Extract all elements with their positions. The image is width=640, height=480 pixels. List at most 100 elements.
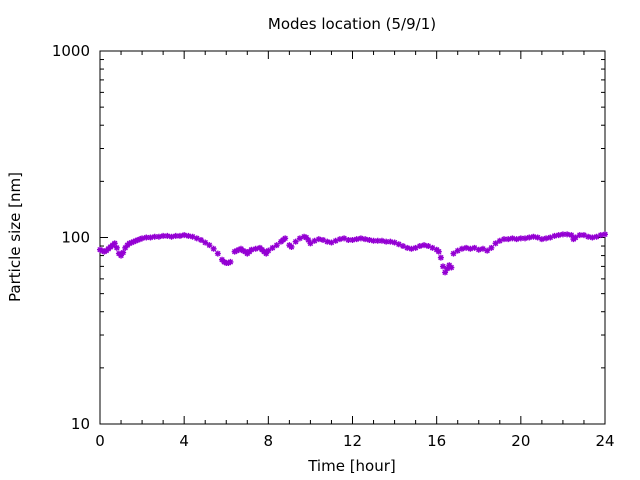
data-point [353,236,360,243]
data-point [517,235,524,242]
data-point [454,247,461,254]
data-point [288,243,295,250]
data-point [442,269,449,276]
data-point [383,238,390,245]
data-point [526,234,533,241]
data-point [362,236,369,243]
data-point [450,250,457,257]
data-point [387,238,394,245]
data-point [501,236,507,243]
data-point [227,258,234,265]
data-point [101,248,108,255]
data-point [172,232,179,239]
data-point [336,236,343,243]
data-point [492,240,499,247]
data-point [265,247,272,254]
data-point [593,233,600,240]
data-point [111,240,118,247]
data-point [296,235,303,242]
data-point [332,237,339,244]
y-tick-label: 1000 [52,42,90,60]
data-point [589,234,596,241]
data-point [189,233,196,240]
data-point [221,258,228,265]
data-point [151,233,158,240]
data-point [341,235,348,242]
data-point [475,246,482,253]
data-point [345,236,352,243]
x-tick-label: 20 [511,432,530,450]
data-point [282,235,289,242]
data-point [564,231,571,238]
data-point [467,245,474,252]
y-tick-label: 10 [71,415,90,433]
data-point [252,245,259,252]
data-point [120,249,127,256]
data-point [315,236,322,243]
data-point [488,244,495,251]
data-point [444,265,451,272]
data-point [580,232,587,239]
data-point [534,234,541,241]
data-point [484,247,491,254]
data-point [328,239,335,246]
data-point [122,244,129,251]
x-tick-label: 16 [427,432,446,450]
data-point [206,242,213,249]
data-point [225,259,232,266]
data-point [496,237,503,244]
x-tick-label: 12 [343,432,362,450]
data-point [538,236,545,243]
data-point [147,234,154,241]
data-point [231,248,238,255]
data-point [198,236,204,243]
y-tick-label: 100 [61,229,90,247]
x-tick-label: 8 [264,432,274,450]
data-point [305,236,312,243]
x-tick-label: 24 [595,432,614,450]
data-point [269,244,276,251]
data-point [160,232,167,239]
data-point [155,233,162,240]
data-point [543,235,550,242]
data-point [530,233,537,240]
data-point [99,247,106,254]
x-tick-label: 0 [95,432,105,450]
data-point [193,235,200,242]
data-point [551,232,558,239]
data-point [408,245,415,252]
data-point [202,239,209,246]
y-axis: 10 100 1000 [52,42,605,433]
data-point [214,250,221,257]
data-point [602,231,608,238]
data-point [547,234,554,241]
data-point [374,237,381,244]
x-tick-label: 4 [179,432,189,450]
data-point [303,234,310,241]
data-point [572,234,579,241]
data-point [301,233,308,240]
data-point [248,246,255,253]
data-point [425,243,432,250]
data-point [366,236,373,243]
data-point [176,232,183,239]
data-point [395,241,402,248]
data-point [132,237,139,244]
data-point [378,237,385,244]
data-point [555,232,562,239]
data-point [509,235,516,242]
data-point [185,232,192,239]
data-point [429,244,436,251]
data-point [235,246,242,253]
data-point [143,234,150,241]
data-point [181,232,188,239]
data-point [370,237,377,244]
data-point [479,245,486,252]
data-point [357,235,364,242]
data-point [513,236,520,243]
data-point [307,240,314,247]
data-point [471,244,478,251]
data-point [416,243,423,250]
data-point [210,245,217,252]
